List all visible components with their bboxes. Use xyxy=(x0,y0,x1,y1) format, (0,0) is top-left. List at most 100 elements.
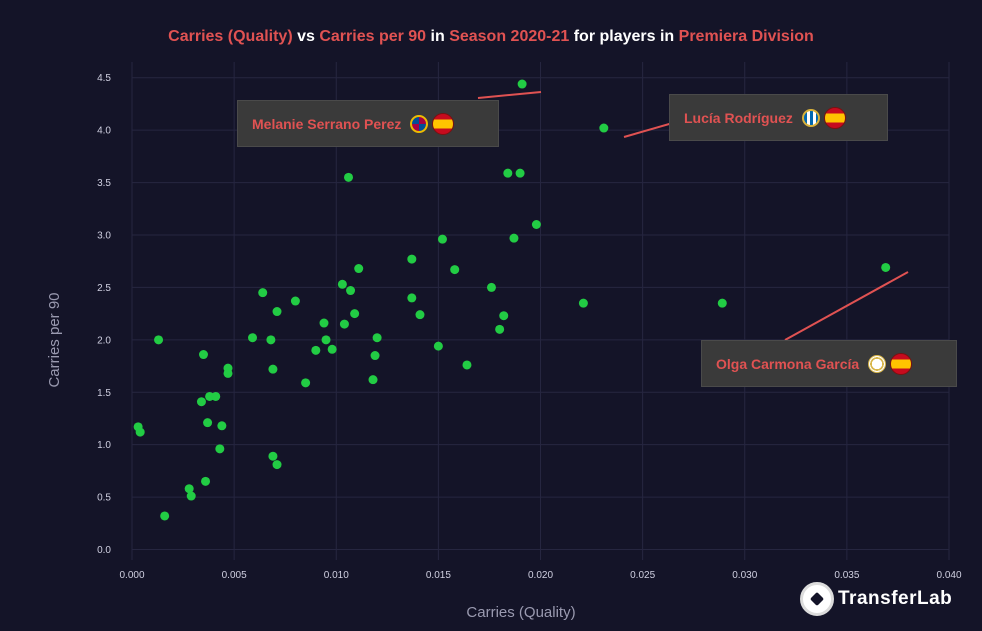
data-point xyxy=(327,344,337,354)
data-point xyxy=(321,335,331,345)
data-point xyxy=(372,333,382,343)
brand-text: TransferLab xyxy=(838,588,953,609)
football-icon xyxy=(800,582,834,616)
y-tick-label: 0.0 xyxy=(97,545,111,556)
real-sociedad-crest-icon xyxy=(801,108,820,127)
data-point xyxy=(350,309,360,319)
data-point xyxy=(203,418,213,428)
x-tick-label: 0.025 xyxy=(630,570,655,581)
data-point xyxy=(370,351,380,361)
title-in: in xyxy=(426,28,450,45)
y-tick-label: 0.5 xyxy=(97,493,111,504)
data-point xyxy=(258,288,268,298)
data-point xyxy=(215,444,225,454)
data-point xyxy=(198,350,208,360)
data-point xyxy=(531,220,541,230)
data-point xyxy=(339,319,349,329)
x-tick-label: 0.035 xyxy=(834,570,859,581)
data-point xyxy=(211,391,221,401)
x-tick-label: 0.020 xyxy=(528,570,553,581)
y-tick-label: 4.0 xyxy=(97,126,111,137)
data-point xyxy=(437,234,447,244)
x-tick-label: 0.005 xyxy=(222,570,247,581)
y-tick-label: 2.0 xyxy=(97,335,111,346)
title-vs: vs xyxy=(292,28,320,45)
data-point xyxy=(272,460,282,470)
data-point xyxy=(344,172,354,182)
data-point xyxy=(881,262,891,272)
data-point xyxy=(154,335,164,345)
annotation-connector-line xyxy=(477,91,542,99)
data-point xyxy=(311,345,321,355)
y-tick-label: 3.0 xyxy=(97,230,111,241)
data-point xyxy=(509,233,519,243)
transferlab-logo: TransferLab xyxy=(800,582,952,616)
data-point xyxy=(217,421,227,431)
x-tick-label: 0.000 xyxy=(119,570,144,581)
spain-flag-icon xyxy=(823,106,846,129)
data-point xyxy=(499,311,509,321)
data-point xyxy=(268,451,278,461)
spain-flag-icon xyxy=(432,112,455,135)
data-point xyxy=(223,368,233,378)
title-for-players: for players in xyxy=(569,28,679,45)
data-point xyxy=(407,254,417,264)
data-point xyxy=(346,286,356,296)
annotation-melanie-serrano-perez: Melanie Serrano Perez xyxy=(237,100,499,147)
data-point xyxy=(319,318,329,328)
title-y-metric: Carries per 90 xyxy=(319,28,427,45)
x-tick-label: 0.040 xyxy=(936,570,961,581)
data-point xyxy=(415,310,425,320)
annotation-player-name: Olga Carmona García xyxy=(716,355,860,372)
y-tick-label: 3.5 xyxy=(97,178,111,189)
data-point xyxy=(272,307,282,317)
data-point xyxy=(599,123,609,133)
barcelona-crest-icon xyxy=(410,114,429,133)
data-point xyxy=(248,333,258,343)
y-tick-label: 2.5 xyxy=(97,283,111,294)
data-point xyxy=(337,279,347,289)
x-tick-label: 0.030 xyxy=(732,570,757,581)
data-point xyxy=(450,265,460,275)
data-point xyxy=(201,476,211,486)
title-league: Premiera Division xyxy=(678,28,814,45)
data-point xyxy=(517,79,527,89)
data-points xyxy=(133,79,891,521)
data-point xyxy=(160,511,170,521)
annotation-player-name: Melanie Serrano Perez xyxy=(252,115,402,132)
x-tick-label: 0.015 xyxy=(426,570,451,581)
data-point xyxy=(186,491,196,501)
data-point xyxy=(515,168,525,178)
grid-lines xyxy=(131,62,950,560)
data-point xyxy=(462,360,472,370)
spain-flag-icon xyxy=(890,352,913,375)
data-point xyxy=(717,298,727,308)
data-point xyxy=(368,375,378,385)
data-point xyxy=(135,427,145,437)
data-point xyxy=(495,324,505,334)
data-point xyxy=(354,264,364,274)
annotation-connector-line xyxy=(784,271,909,341)
data-point xyxy=(196,397,206,407)
x-axis-ticks: 0.000 0.005 0.010 0.015 0.020 0.025 0.030 0.035… xyxy=(119,570,961,581)
data-point xyxy=(268,364,278,374)
data-point xyxy=(290,296,300,306)
data-point xyxy=(503,168,513,178)
data-point xyxy=(407,293,417,303)
title-season: Season 2020-21 xyxy=(449,28,570,45)
y-tick-label: 1.5 xyxy=(97,388,111,399)
real-madrid-crest-icon xyxy=(868,354,887,373)
title-x-metric: Carries (Quality) xyxy=(168,28,293,45)
annotation-player-name: Lucía Rodríguez xyxy=(684,109,793,126)
data-point xyxy=(486,282,496,292)
y-tick-label: 1.0 xyxy=(97,440,111,451)
annotation-olga-carmona-garcia: Olga Carmona García xyxy=(701,340,957,387)
data-point xyxy=(433,341,443,351)
chart-title: Carries (Quality) vs Carries per 90 in S… xyxy=(0,28,982,46)
y-tick-label: 4.5 xyxy=(97,73,111,84)
annotation-lucia-rodriguez: Lucía Rodríguez xyxy=(669,94,888,141)
y-axis-label: Carries per 90 xyxy=(46,292,63,387)
x-axis-label: Carries (Quality) xyxy=(466,604,575,621)
data-point xyxy=(301,378,311,388)
